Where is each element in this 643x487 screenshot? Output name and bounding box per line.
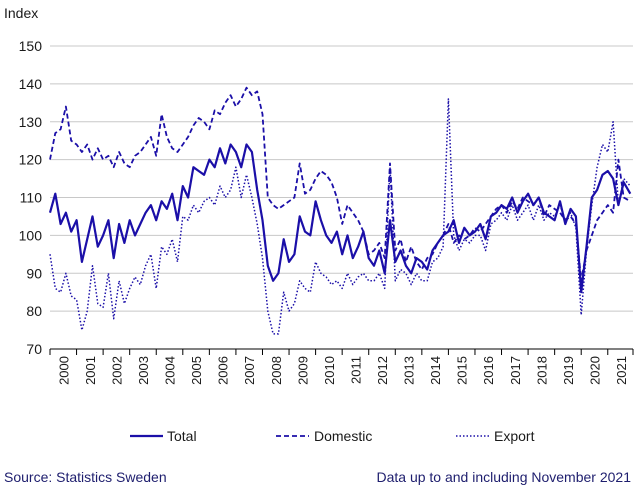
- legend: Total Domestic Export: [130, 428, 535, 444]
- y-tick-label: 120: [19, 152, 43, 168]
- x-tick-label: 2015: [455, 356, 470, 385]
- x-tick-label: 2012: [375, 356, 390, 385]
- x-tick-label: 2005: [189, 356, 204, 385]
- y-tick-label: 150: [19, 38, 43, 54]
- x-tick-label: 2019: [561, 356, 576, 385]
- y-axis-title: Index: [4, 5, 38, 21]
- x-tick-label: 2001: [83, 356, 98, 385]
- legend-label-total: Total: [167, 428, 197, 444]
- x-tick-label: 2002: [109, 356, 124, 385]
- source-note: Source: Statistics Sweden: [4, 469, 167, 485]
- gridlines: [50, 45, 633, 312]
- x-tick-label: 2010: [322, 356, 337, 385]
- legend-label-domestic: Domestic: [314, 428, 372, 444]
- x-tick-label: 2016: [481, 356, 496, 385]
- x-tick-label: 2007: [242, 356, 257, 385]
- x-tick-label: 2020: [587, 356, 602, 385]
- x-tick-label: 2014: [428, 356, 443, 385]
- x-tick-label: 2017: [508, 356, 523, 385]
- y-tick-label: 140: [19, 76, 43, 92]
- x-tick-label: 2003: [136, 356, 151, 385]
- x-tick-label: 2006: [216, 356, 231, 385]
- y-tick-label: 90: [26, 265, 42, 281]
- x-tick-label: 2021: [614, 356, 629, 385]
- series-line-total: [48, 143, 632, 294]
- x-tick-label: 2013: [402, 356, 417, 385]
- y-tick-label: 110: [20, 190, 43, 206]
- y-tick-label: 80: [26, 303, 42, 319]
- legend-label-export: Export: [494, 428, 535, 444]
- x-tick-label: 2000: [56, 356, 71, 385]
- x-tick-label: 2018: [534, 356, 549, 385]
- x-tick-label: 2011: [348, 356, 363, 384]
- y-tick-label: 130: [19, 114, 43, 130]
- series-line-domestic: [49, 86, 631, 282]
- x-tick-label: 2009: [295, 356, 310, 385]
- y-tick-labels: 70 80 90 100 110 120 130 140 150: [19, 38, 43, 357]
- data-cutoff-note: Data up to and including November 2021: [376, 469, 631, 485]
- y-tick-label: 70: [26, 341, 42, 357]
- x-tick-label: 2004: [163, 356, 178, 385]
- series-lines: [48, 86, 632, 335]
- x-tick-label: 2008: [269, 356, 284, 385]
- y-tick-label: 100: [19, 227, 43, 243]
- series-line-export: [49, 98, 631, 335]
- x-tick-labels: 2000 2001 2002 2003 2004 2005 2006 2007 2008 2009…: [56, 356, 629, 385]
- x-axis: [49, 348, 634, 355]
